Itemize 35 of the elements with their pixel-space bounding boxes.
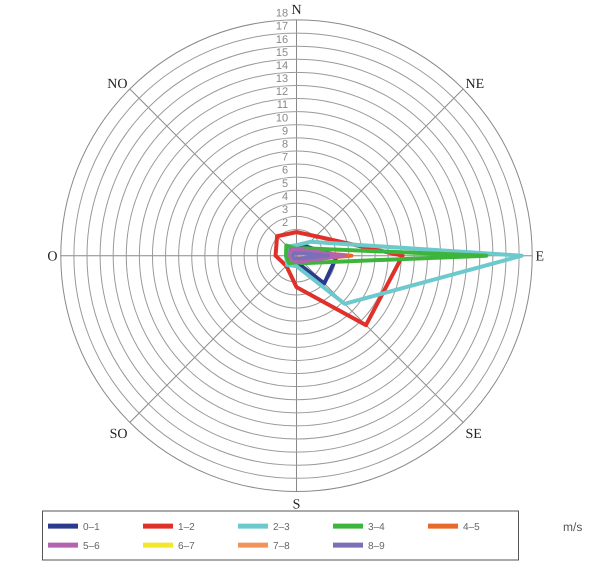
y-tick-label: 9 (282, 125, 288, 138)
y-tick-label: 8 (282, 138, 288, 151)
spoke-label: S (292, 498, 300, 513)
y-tick-label: 17 (276, 20, 288, 33)
legend-label: 1–2 (178, 522, 196, 534)
spoke-label: SO (110, 427, 128, 442)
y-tick-label: 11 (276, 99, 288, 112)
y-tick-label: 15 (276, 46, 288, 59)
y-tick-label: 14 (276, 60, 288, 72)
legend-label: 8–9 (368, 541, 386, 552)
y-tick-label: 3 (282, 204, 288, 216)
y-tick-label: 18 (276, 8, 288, 20)
y-tick-label: 6 (282, 164, 288, 177)
legend-label: 5–6 (83, 541, 100, 552)
legend-label: 7–8 (273, 541, 290, 552)
spoke-label: SE (465, 427, 482, 442)
y-tick-label: 7 (282, 152, 288, 164)
y-tick-label: 10 (276, 112, 288, 124)
legend-label: 0–1 (83, 522, 100, 534)
legend-label: 6–7 (178, 541, 196, 552)
y-tick-label: 2 (282, 217, 288, 230)
y-tick-label: 4 (282, 190, 288, 203)
legend-title: m/s (563, 520, 582, 534)
spoke-label: NE (465, 77, 484, 92)
y-tick-label: 12 (276, 86, 288, 98)
legend-label: 4–5 (463, 522, 480, 534)
spoke-label: N (291, 2, 302, 18)
spoke-label: NO (107, 77, 128, 92)
spoke-label: O (47, 250, 58, 265)
spoke-label: E (535, 250, 544, 265)
legend-label: 2–3 (273, 522, 290, 534)
y-tick-label: 5 (282, 178, 288, 190)
y-tick-label: 13 (276, 73, 288, 86)
legend-label: 3–4 (368, 522, 386, 534)
y-tick-label: 16 (276, 34, 288, 46)
